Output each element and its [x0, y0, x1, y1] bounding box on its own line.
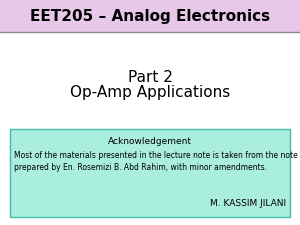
Text: Acknowledgement: Acknowledgement [108, 137, 192, 146]
Text: Part 2: Part 2 [128, 70, 172, 85]
Bar [0, 0, 300, 32]
Bar [10, 129, 290, 217]
Text: Op-Amp Applications: Op-Amp Applications [70, 86, 230, 101]
Text: prepared by En. Rosemizi B. Abd Rahim, with minor amendments.: prepared by En. Rosemizi B. Abd Rahim, w… [14, 162, 267, 171]
Text: EET205 – Analog Electronics: EET205 – Analog Electronics [30, 9, 270, 23]
Text: M. KASSIM JILANI: M. KASSIM JILANI [210, 198, 286, 207]
Text: Most of the materials presented in the lecture note is taken from the note: Most of the materials presented in the l… [14, 151, 298, 160]
